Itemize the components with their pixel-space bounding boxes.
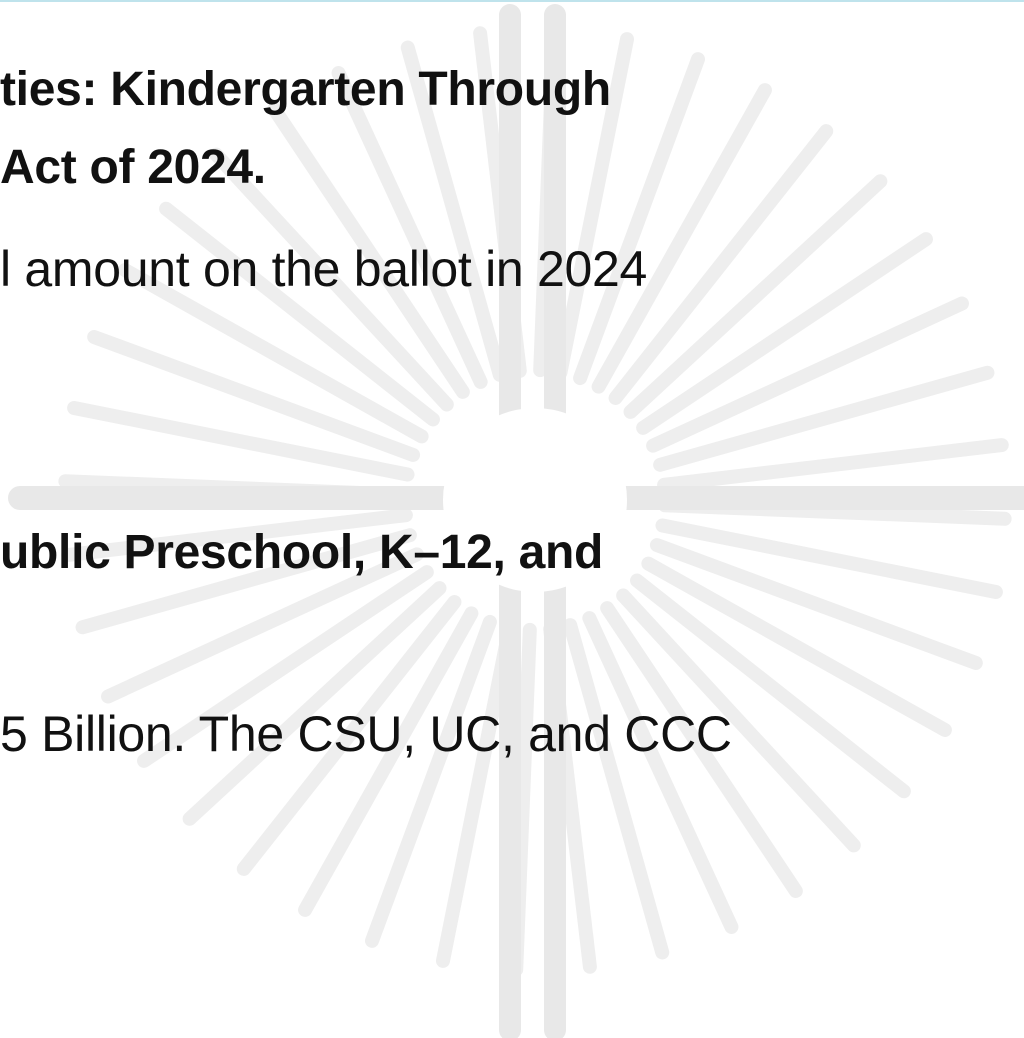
sunburst-ray <box>636 232 933 435</box>
sunburst-ray <box>649 538 983 670</box>
sunburst-ray <box>365 614 497 948</box>
sunburst-ray <box>209 147 454 412</box>
heading-line-1: ties: Kindergarten Through <box>0 63 611 116</box>
sunburst-ray <box>641 556 952 737</box>
sunburst-ray <box>101 547 424 704</box>
top-border <box>0 0 1024 2</box>
sunburst-ray <box>331 66 488 389</box>
sunburst-ray <box>118 263 429 444</box>
sunburst-ray <box>267 102 470 399</box>
body-line-2: 5 Billion. The CSU, UC, and CCC <box>0 706 732 762</box>
sunburst-ray <box>630 573 911 799</box>
sunburst-ray <box>298 606 479 917</box>
sunburst-ray <box>182 581 447 826</box>
sunburst-ray <box>61 508 413 562</box>
sunburst-ray <box>435 620 517 968</box>
sunburst-ray <box>553 32 635 380</box>
sunburst-ray <box>236 595 462 876</box>
sunburst-ray <box>563 618 670 960</box>
sunburst-ray <box>591 83 772 394</box>
heading-line-3: ublic Preschool, K–12, and <box>0 526 604 579</box>
sunburst-ray <box>600 601 803 898</box>
sunburst-ray <box>582 611 739 934</box>
sunburst-ray <box>75 528 417 635</box>
sunburst-ray <box>137 565 434 768</box>
sunburst-ray <box>400 40 507 382</box>
sunburst-ray <box>655 518 1003 600</box>
heading-line-2: Act of 2024. <box>0 141 266 194</box>
sunburst-ray <box>159 201 440 427</box>
sunburst-ray <box>653 365 995 472</box>
sunburst-ray <box>657 438 1009 492</box>
sunburst-ray <box>67 400 415 482</box>
sunburst-ray <box>87 330 421 462</box>
body-line-1: l amount on the ballot in 2024 <box>0 241 648 297</box>
sunburst-ray <box>573 52 705 386</box>
sunburst-ray <box>608 124 834 405</box>
sunburst-ray <box>646 296 969 453</box>
sunburst-ray <box>623 174 888 419</box>
sunburst-ray <box>616 588 861 853</box>
